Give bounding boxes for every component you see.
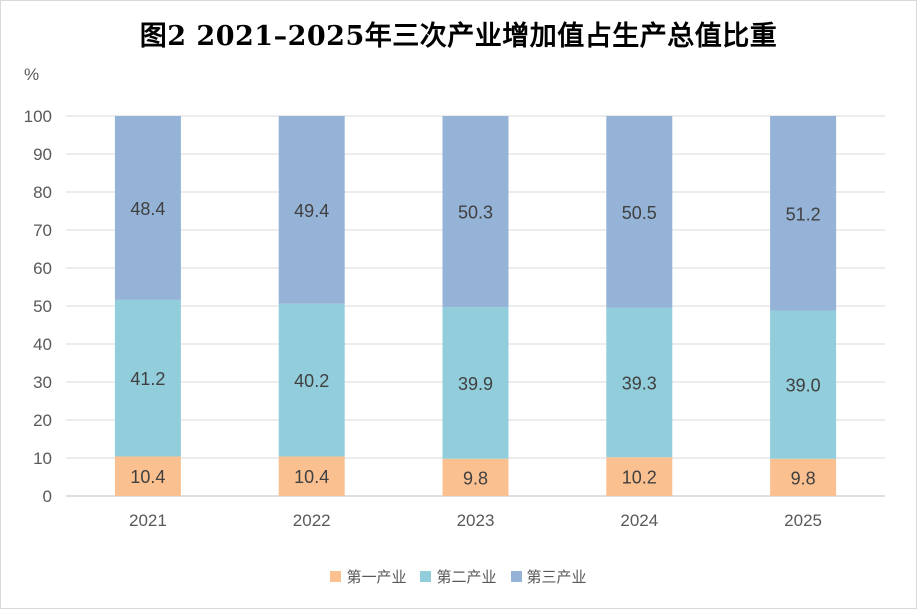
x-tick-label: 2021 [129,511,167,530]
legend-item: 第一产业 [330,566,406,587]
x-tick-label: 2023 [457,511,495,530]
y-tick-label: 60 [33,259,52,278]
chart-title: 图2 2021–2025年三次产业增加值占生产总值比重 [139,21,778,52]
y-tick-label: 100 [24,107,52,126]
data-label: 9.8 [463,468,488,488]
bar-segment-series-2 [770,310,837,459]
data-label: 50.5 [622,203,657,223]
bar-segment-series-3 [114,116,181,300]
chart-legend: 第一产业 第二产业 第三产业 [0,566,917,587]
y-tick-label: 70 [33,221,52,240]
y-tick-label: 40 [33,335,52,354]
bar-segment-series-3 [770,116,837,311]
legend-item: 第二产业 [420,566,497,587]
bar-segment-series-1 [114,456,181,496]
bar-segment-series-1 [442,458,509,496]
y-tick-label: 20 [33,411,52,430]
y-tick-label: 80 [33,183,52,202]
legend-label: 第二产业 [436,568,497,586]
data-label: 40.2 [294,371,329,391]
data-label: 39.0 [786,376,821,396]
bar-segment-series-3 [442,116,509,308]
x-tick-label: 2025 [784,511,822,530]
legend-swatch [420,571,432,582]
x-tick-label: 2024 [620,511,658,530]
y-tick-label: 10 [33,449,52,468]
y-tick-label: 0 [43,487,52,506]
data-label: 9.8 [791,468,816,488]
bar-segment-series-3 [606,116,673,308]
data-label: 49.4 [294,201,329,221]
bar-segment-series-2 [114,299,181,457]
data-label: 50.3 [458,203,493,223]
x-tick-label: 2022 [293,511,331,530]
data-label: 39.3 [622,374,657,394]
y-tick-label: 30 [33,373,52,392]
data-label: 10.4 [294,467,329,487]
data-labels: 10.4 41.2 48.4 10.4 40.2 49.4 9.8 39.9 50.3 10.2 3… [130,199,820,488]
legend-swatch [510,571,522,582]
bar-segment-series-1 [278,456,345,496]
bar-segment-series-3 [278,116,345,304]
legend-swatch [330,571,342,582]
data-label: 39.9 [458,374,493,394]
data-label: 10.2 [622,468,657,488]
data-label: 51.2 [786,204,821,224]
bar-segment-series-1 [770,458,837,496]
bars [114,116,837,496]
data-label: 48.4 [130,199,165,219]
legend-label: 第一产业 [346,568,407,586]
bar-segment-series-2 [442,307,509,459]
y-tick-label: 90 [33,145,52,164]
data-label: 41.2 [130,369,165,389]
legend-item: 第三产业 [510,566,587,587]
bar-segment-series-1 [606,457,673,496]
legend-label: 第三产业 [526,568,587,586]
data-label: 10.4 [130,467,165,487]
y-axis-ticks: 0 10 20 30 40 50 60 70 80 90 100 [24,107,52,506]
y-axis-unit-label: % [24,65,39,84]
bar-segment-series-2 [278,303,345,457]
y-tick-label: 50 [33,297,52,316]
x-axis-ticks: 2021 2022 2023 2024 2025 [129,511,822,530]
bar-segment-series-2 [606,307,673,458]
